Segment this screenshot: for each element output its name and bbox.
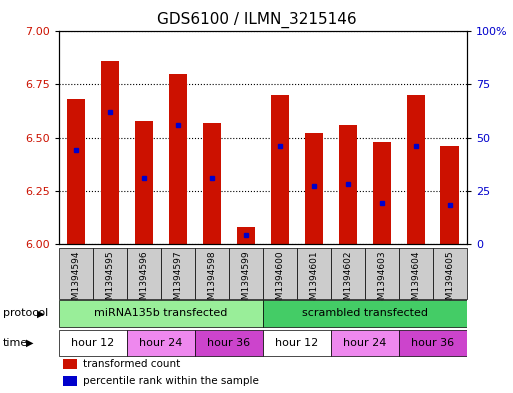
Text: hour 12: hour 12 xyxy=(71,338,114,348)
FancyBboxPatch shape xyxy=(399,330,467,356)
Text: GSM1394601: GSM1394601 xyxy=(309,250,319,311)
FancyBboxPatch shape xyxy=(331,330,399,356)
Text: miRNA135b transfected: miRNA135b transfected xyxy=(94,309,228,318)
Text: GSM1394599: GSM1394599 xyxy=(242,250,250,311)
Bar xyxy=(203,123,221,244)
FancyBboxPatch shape xyxy=(127,248,161,299)
Text: GSM1394604: GSM1394604 xyxy=(411,250,420,310)
Bar xyxy=(236,227,255,244)
Bar xyxy=(339,125,357,244)
FancyBboxPatch shape xyxy=(263,300,467,327)
Text: percentile rank within the sample: percentile rank within the sample xyxy=(84,376,260,386)
Text: protocol: protocol xyxy=(3,309,48,318)
Text: GSM1394602: GSM1394602 xyxy=(343,250,352,310)
Text: GSM1394598: GSM1394598 xyxy=(207,250,216,311)
Bar xyxy=(441,146,459,244)
FancyBboxPatch shape xyxy=(195,248,229,299)
FancyBboxPatch shape xyxy=(331,248,365,299)
FancyBboxPatch shape xyxy=(195,330,263,356)
FancyBboxPatch shape xyxy=(229,248,263,299)
Text: GSM1394597: GSM1394597 xyxy=(173,250,183,311)
Text: ▶: ▶ xyxy=(37,309,45,318)
Text: time: time xyxy=(3,338,28,348)
FancyBboxPatch shape xyxy=(93,248,127,299)
Text: GDS6100 / ILMN_3215146: GDS6100 / ILMN_3215146 xyxy=(156,12,357,28)
FancyBboxPatch shape xyxy=(59,330,127,356)
Text: GSM1394595: GSM1394595 xyxy=(106,250,114,311)
Text: ▶: ▶ xyxy=(26,338,33,348)
FancyBboxPatch shape xyxy=(263,248,297,299)
Text: hour 12: hour 12 xyxy=(275,338,319,348)
Text: hour 24: hour 24 xyxy=(139,338,183,348)
FancyBboxPatch shape xyxy=(263,330,331,356)
Bar xyxy=(406,95,425,244)
FancyBboxPatch shape xyxy=(127,330,195,356)
Bar xyxy=(63,376,77,386)
Text: scrambled transfected: scrambled transfected xyxy=(302,309,428,318)
FancyBboxPatch shape xyxy=(365,248,399,299)
Bar xyxy=(372,142,391,244)
Bar xyxy=(67,99,85,244)
Bar xyxy=(305,133,323,244)
Bar xyxy=(270,95,289,244)
Bar xyxy=(134,121,153,244)
FancyBboxPatch shape xyxy=(59,300,263,327)
FancyBboxPatch shape xyxy=(433,248,467,299)
Text: transformed count: transformed count xyxy=(84,359,181,369)
FancyBboxPatch shape xyxy=(161,248,195,299)
Bar xyxy=(101,61,120,244)
Bar xyxy=(169,74,187,244)
Text: hour 36: hour 36 xyxy=(207,338,250,348)
Text: GSM1394605: GSM1394605 xyxy=(445,250,455,311)
Text: GSM1394603: GSM1394603 xyxy=(378,250,386,311)
Text: GSM1394600: GSM1394600 xyxy=(275,250,284,311)
Text: hour 24: hour 24 xyxy=(343,338,387,348)
FancyBboxPatch shape xyxy=(399,248,433,299)
Text: GSM1394596: GSM1394596 xyxy=(140,250,148,311)
Text: GSM1394594: GSM1394594 xyxy=(71,250,81,310)
FancyBboxPatch shape xyxy=(297,248,331,299)
FancyBboxPatch shape xyxy=(59,248,93,299)
Text: hour 36: hour 36 xyxy=(411,338,455,348)
Bar xyxy=(63,359,77,369)
